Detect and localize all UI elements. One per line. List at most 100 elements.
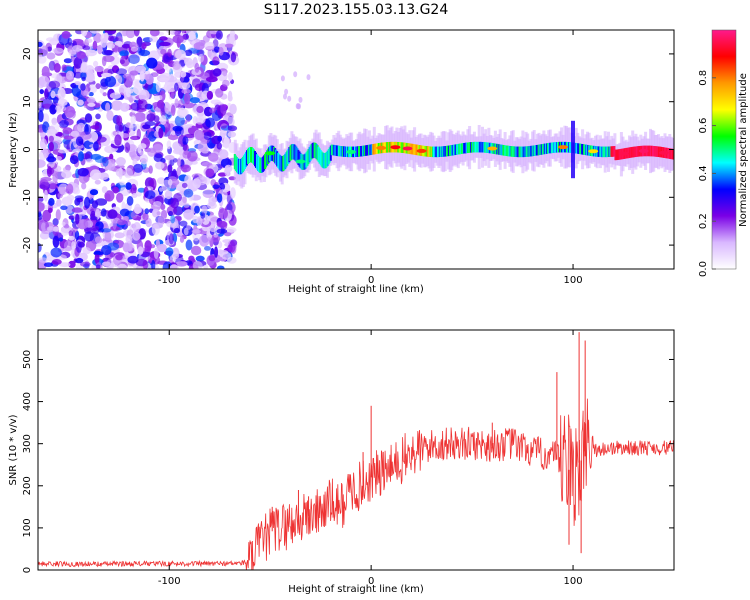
noise-blob bbox=[223, 136, 230, 149]
ridge-hotspot bbox=[487, 146, 498, 151]
noise-blob bbox=[39, 184, 46, 189]
noise-blob bbox=[172, 61, 181, 70]
noise-blob bbox=[130, 211, 138, 219]
noise-blob bbox=[175, 261, 188, 267]
noise-blob bbox=[61, 196, 73, 206]
y-tick-label: 0 bbox=[22, 146, 33, 152]
noise-blob bbox=[46, 156, 57, 163]
ridge-hotspot bbox=[265, 151, 276, 156]
noise-blob bbox=[140, 154, 149, 165]
noise-blob bbox=[82, 247, 91, 255]
noise-blob bbox=[80, 83, 86, 91]
noise-blob bbox=[115, 157, 126, 166]
noise-blob bbox=[107, 43, 116, 49]
ridge-hotspot bbox=[618, 151, 629, 156]
noise-blob bbox=[164, 102, 170, 114]
noise-blob bbox=[122, 30, 128, 37]
noise-blob bbox=[95, 198, 108, 206]
noise-blob bbox=[100, 228, 112, 233]
noise-blob bbox=[192, 215, 199, 224]
noise-blob bbox=[95, 136, 107, 143]
spectrogram-heatmap bbox=[38, 30, 674, 269]
ridge-core bbox=[519, 146, 522, 158]
noise-blob bbox=[91, 225, 99, 232]
noise-blob bbox=[70, 82, 77, 89]
noise-blob bbox=[206, 201, 217, 210]
noise-blob bbox=[84, 231, 95, 242]
noise-blob bbox=[107, 68, 115, 75]
y-tick-label: 10 bbox=[22, 95, 33, 108]
y-tick-label: 0 bbox=[22, 567, 33, 573]
noise-blob bbox=[55, 209, 61, 221]
noise-blob bbox=[84, 113, 93, 123]
noise-blob bbox=[306, 74, 311, 81]
colorbar-tick-label: 0.0 bbox=[698, 261, 709, 277]
ridge-hotspot bbox=[558, 145, 568, 150]
noise-blob bbox=[85, 158, 94, 163]
noise-blob bbox=[72, 45, 83, 52]
noise-blob bbox=[178, 82, 191, 90]
noise-blob bbox=[99, 88, 104, 94]
noise-blob bbox=[39, 138, 48, 151]
noise-blob bbox=[145, 73, 154, 85]
noise-blob bbox=[155, 161, 165, 170]
noise-blob bbox=[227, 125, 238, 132]
noise-blob bbox=[192, 261, 203, 269]
noise-blob bbox=[225, 227, 237, 233]
noise-blob bbox=[115, 168, 125, 177]
noise-blob bbox=[90, 210, 96, 217]
noise-blob bbox=[228, 90, 233, 100]
ridge-core bbox=[509, 146, 512, 157]
noise-blob bbox=[63, 135, 74, 140]
ridge-core bbox=[434, 146, 437, 158]
noise-blob bbox=[89, 84, 96, 90]
noise-blob bbox=[173, 158, 178, 163]
noise-blob bbox=[295, 103, 300, 110]
spectrogram-xlabel: Height of straight line (km) bbox=[288, 284, 424, 295]
noise-blob bbox=[55, 105, 67, 112]
noise-blob bbox=[194, 62, 200, 73]
noise-blob bbox=[125, 30, 136, 39]
ridge-hotspot bbox=[658, 150, 669, 155]
noise-blob bbox=[94, 253, 100, 265]
ridge-core bbox=[328, 147, 331, 163]
noise-blob bbox=[159, 36, 168, 41]
noise-blob bbox=[94, 250, 102, 255]
noise-blob bbox=[170, 104, 176, 117]
noise-blob bbox=[198, 53, 205, 63]
noise-blob bbox=[57, 98, 68, 107]
ridge-core bbox=[413, 144, 416, 155]
noise-blob bbox=[104, 231, 112, 243]
y-tick-label: -10 bbox=[22, 189, 33, 205]
noise-blob bbox=[185, 239, 193, 251]
noise-blob bbox=[169, 264, 179, 269]
noise-blob bbox=[159, 115, 167, 125]
noise-blob bbox=[41, 222, 47, 232]
chart-title: S117.2023.155.03.13.G24 bbox=[264, 2, 449, 18]
noise-blob bbox=[57, 149, 70, 154]
y-tick-label: 200 bbox=[22, 476, 33, 495]
noise-blob bbox=[90, 216, 98, 221]
noise-blob bbox=[205, 117, 216, 128]
noise-blob bbox=[71, 227, 78, 233]
noise-blob bbox=[51, 259, 62, 265]
noise-blob bbox=[94, 179, 101, 185]
noise-blob bbox=[49, 104, 57, 115]
noise-blob bbox=[293, 71, 298, 78]
noise-blob bbox=[38, 159, 46, 168]
noise-blob bbox=[123, 216, 129, 221]
noise-blob bbox=[104, 190, 115, 202]
noise-blob bbox=[41, 66, 50, 77]
noise-blob bbox=[127, 255, 139, 264]
noise-blob bbox=[229, 103, 237, 115]
noise-blob bbox=[123, 167, 134, 179]
noise-blob bbox=[106, 110, 114, 121]
ridge-core bbox=[477, 141, 480, 153]
noise-blob bbox=[153, 247, 159, 259]
x-tick-label: -100 bbox=[158, 275, 181, 286]
noise-blob bbox=[46, 52, 56, 60]
noise-blob bbox=[133, 163, 144, 173]
noise-blob bbox=[53, 63, 61, 73]
colorbar-tick-label: 0.8 bbox=[698, 70, 709, 86]
